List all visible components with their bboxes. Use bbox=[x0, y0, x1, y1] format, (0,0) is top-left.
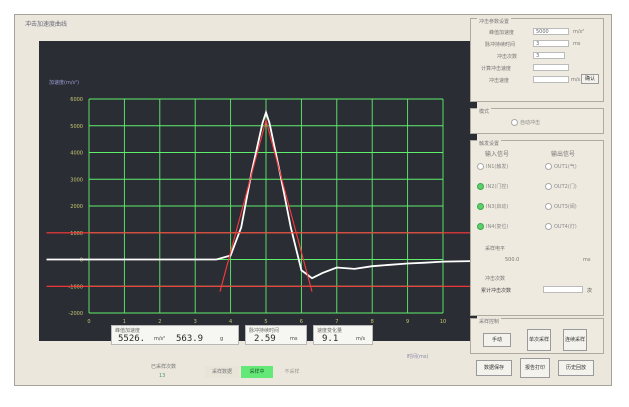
velocity-setting-input[interactable] bbox=[533, 76, 569, 83]
y-tick-label: 6000 bbox=[70, 97, 83, 103]
history-playback-button[interactable]: 历史回放 bbox=[558, 360, 594, 376]
peak-acceleration-value: 5526. bbox=[118, 334, 146, 344]
count-setting-input[interactable]: 3 bbox=[533, 52, 565, 59]
peak-g-value: 563.9 bbox=[176, 334, 204, 344]
trigger-settings-title: 触发设置 bbox=[477, 140, 502, 147]
x-tick-label: 6 bbox=[300, 319, 303, 325]
x-tick-label: 9 bbox=[406, 319, 409, 325]
trigger-level-unit: ms bbox=[583, 257, 591, 263]
input-3-radio[interactable]: IN3(启动) bbox=[477, 203, 508, 210]
y-tick-label: -2000 bbox=[68, 311, 83, 317]
velocity-change-unit: m/s bbox=[356, 336, 366, 342]
peak-acceleration-readout: 峰值加速度 5526. m/s² 563.9 g bbox=[111, 325, 239, 345]
output-4-radio[interactable]: OUT4(灯) bbox=[545, 223, 577, 230]
trigger-settings-group: 触发设置 输入信号 输出信号 IN1(触发) IN2(门控) IN3(启动) I… bbox=[470, 140, 604, 316]
plot-canvas: 0 1 2 3 4 5 6 7 8 9 10 6000 5000 4000 3000 2000 1000 0 -10… bbox=[46, 97, 472, 325]
x-tick-label: 2 bbox=[158, 319, 161, 325]
impact-settings-group: 冲击参数设置 峰值加速度 5000 m/s² 脉冲持续时间 3 ms 冲击次数 … bbox=[470, 18, 604, 102]
output-signal-title: 输出信号 bbox=[551, 151, 576, 158]
calc-velocity-input[interactable] bbox=[533, 64, 569, 71]
peak-acceleration-label: 峰值加速度 bbox=[115, 328, 141, 334]
x-tick-label: 7 bbox=[335, 319, 338, 325]
x-tick-label: 5 bbox=[264, 319, 267, 325]
y-tick-label: 5000 bbox=[70, 124, 83, 130]
sample-control-title: 采样控制 bbox=[477, 318, 502, 325]
peak-acceleration-unit: m/s² bbox=[154, 336, 166, 342]
impact-settings-title: 冲击参数设置 bbox=[477, 18, 512, 25]
y-tick-label: 3000 bbox=[70, 177, 83, 183]
output-2-radio[interactable]: OUT2(门) bbox=[545, 183, 577, 190]
sampling-indicator: 采样中 bbox=[241, 366, 273, 378]
apply-settings-button[interactable]: 确认 bbox=[581, 74, 599, 84]
velocity-change-value: 9.1 bbox=[322, 334, 339, 344]
x-tick-label: 4 bbox=[229, 319, 232, 325]
x-tick-label: 10 bbox=[440, 319, 446, 325]
input-1-radio[interactable]: IN1(触发) bbox=[477, 163, 508, 170]
x-tick-label: 8 bbox=[371, 319, 374, 325]
peak-g-unit: g bbox=[220, 336, 224, 342]
right-panel: 冲击参数设置 峰值加速度 5000 m/s² 脉冲持续时间 3 ms 冲击次数 … bbox=[466, 14, 610, 384]
trigger-level-value: 500.0 bbox=[505, 257, 520, 263]
output-3-radio[interactable]: OUT3(阀) bbox=[545, 203, 577, 210]
pulse-duration-label: 脉冲持续时间 bbox=[249, 328, 280, 334]
save-data-button[interactable]: 数据保存 bbox=[476, 360, 512, 376]
velocity-setting-label: 冲击速度 bbox=[489, 78, 510, 84]
duration-setting-input[interactable]: 3 bbox=[533, 40, 569, 47]
pulse-duration-unit: ms bbox=[290, 336, 298, 342]
output-1-radio[interactable]: OUT1(气) bbox=[545, 163, 577, 170]
input-4-radio[interactable]: IN4(复位) bbox=[477, 223, 508, 230]
limit-series-line bbox=[219, 118, 313, 292]
y-tick-label: 1000 bbox=[70, 231, 83, 237]
trigger-level-label: 采样电平 bbox=[485, 246, 506, 252]
count-setting-label: 冲击次数 bbox=[497, 54, 518, 60]
y-tick-label: 0 bbox=[80, 258, 83, 264]
y-axis-label: 加速度(m/s²) bbox=[49, 80, 80, 86]
x-tick-label: 3 bbox=[194, 319, 197, 325]
input-signal-title: 输入信号 bbox=[485, 151, 510, 158]
cumulative-count-input[interactable] bbox=[543, 286, 583, 293]
print-report-button[interactable]: 报告打印 bbox=[520, 358, 550, 378]
acceleration-plot: 0 1 2 3 4 5 6 7 8 9 10 6000 5000 4000 3000 2000 1000 0 -10… bbox=[39, 41, 477, 360]
single-sample-button[interactable]: 单次采样 bbox=[527, 329, 551, 351]
velocity-change-label: 速度变化量 bbox=[317, 328, 343, 334]
input-2-radio[interactable]: IN2(门控) bbox=[477, 183, 508, 190]
y-tick-label: 2000 bbox=[70, 204, 83, 210]
duration-setting-label: 脉冲持续时间 bbox=[485, 42, 516, 48]
pulse-duration-readout: 脉冲持续时间 2.59 ms bbox=[245, 325, 307, 345]
sample-count-label: 已采样次数 bbox=[151, 364, 177, 370]
sample-count-value: 13 bbox=[159, 373, 166, 379]
velocity-setting-unit: m/s bbox=[571, 77, 581, 83]
y-tick-label: -1000 bbox=[68, 284, 83, 290]
acceleration-series-line bbox=[46, 109, 472, 280]
sample-data-button[interactable]: 采样数据 bbox=[205, 366, 239, 378]
duration-setting-unit: ms bbox=[573, 41, 581, 47]
y-tick-label: 4000 bbox=[70, 151, 83, 157]
x-tick-label: 0 bbox=[87, 319, 90, 325]
x-tick-label: 1 bbox=[123, 319, 126, 325]
peak-setting-input[interactable]: 5000 bbox=[533, 28, 569, 35]
no-sampling-button[interactable]: 不采样 bbox=[284, 369, 300, 375]
x-axis-unit: 时间(ms) bbox=[407, 354, 429, 360]
auto-impact-label: 自动冲击 bbox=[520, 120, 541, 126]
auto-impact-radio[interactable]: 自动冲击 bbox=[511, 119, 540, 126]
mode-title: 模式 bbox=[477, 108, 492, 115]
cumulative-count-unit: 次 bbox=[587, 288, 593, 294]
sample-control-group: 采样控制 手动 单次采样 连续采样 bbox=[470, 318, 604, 354]
peak-setting-label: 峰值加速度 bbox=[489, 30, 515, 36]
impact-count-title: 冲击次数 bbox=[485, 276, 506, 282]
window-title: 冲击加速度曲线 bbox=[25, 21, 68, 28]
mode-group: 模式 自动冲击 bbox=[470, 108, 604, 134]
pulse-duration-value: 2.59 bbox=[254, 334, 276, 344]
cumulative-count-label: 累计冲击次数 bbox=[481, 288, 512, 294]
calc-velocity-label: 计算冲击速度 bbox=[481, 66, 512, 72]
peak-setting-unit: m/s² bbox=[573, 29, 585, 35]
manual-button[interactable]: 手动 bbox=[483, 333, 511, 347]
velocity-change-readout: 速度变化量 9.1 m/s bbox=[313, 325, 373, 345]
auto-impact-radio-dot bbox=[511, 119, 518, 126]
continuous-sample-button[interactable]: 连续采样 bbox=[563, 329, 587, 351]
